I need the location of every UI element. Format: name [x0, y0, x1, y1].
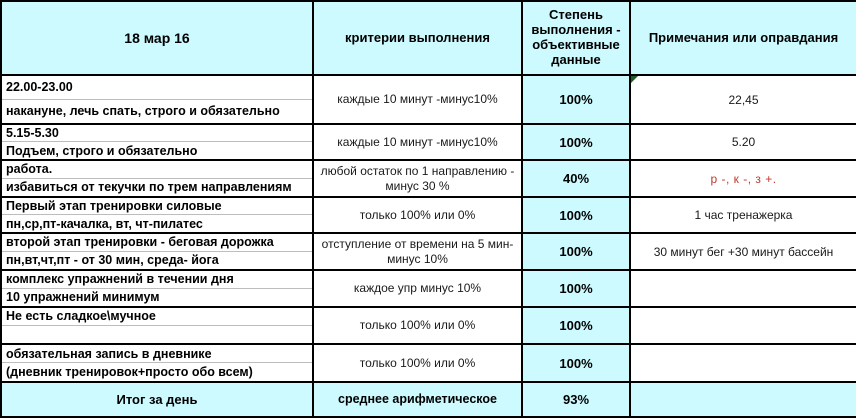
table-row: комплекс упражнений в течении дня 10 упра… [0, 269, 856, 308]
task-lines: Не есть сладкое\мучное [2, 308, 312, 343]
task-line-primary: Не есть сладкое\мучное [2, 308, 312, 326]
task-line-primary: второй этап тренировки - беговая дорожка [2, 234, 312, 252]
percent-cell[interactable]: 40% [521, 159, 631, 198]
task-lines: 22.00-23.00 накануне, лечь спать, строго … [2, 76, 312, 123]
task-cell[interactable]: Первый этап тренировки силовые пн,ср,пт-к… [0, 196, 314, 234]
total-criteria-cell: среднее арифметическое [312, 381, 523, 418]
task-lines: Первый этап тренировки силовые пн,ср,пт-к… [2, 198, 312, 232]
task-line-primary: Первый этап тренировки силовые [2, 198, 312, 215]
task-line-secondary: пн,ср,пт-качалка, вт, чт-пилатес [6, 216, 203, 231]
criteria-cell[interactable]: только 100% или 0% [312, 196, 523, 234]
percent-cell[interactable]: 100% [521, 123, 631, 161]
header-cell-date: 18 мар 16 [0, 0, 314, 76]
header-criteria-label: критерии выполнения [345, 29, 490, 45]
task-line-secondary: Подъем, строго и обязательно [6, 143, 198, 158]
header-notes-label: Примечания или оправдания [648, 29, 839, 45]
task-cell[interactable]: 5.15-5.30 Подъем, строго и обязательно [0, 123, 314, 161]
task-lines: обязательная запись в дневнике (дневник т… [2, 345, 312, 381]
task-cell[interactable]: второй этап тренировки - беговая дорожка… [0, 232, 314, 271]
task-line-secondary: накануне, лечь спать, строго и обязатель… [6, 104, 280, 119]
criteria-cell[interactable]: только 100% или 0% [312, 343, 523, 383]
task-cell[interactable]: обязательная запись в дневнике (дневник т… [0, 343, 314, 383]
table-row: обязательная запись в дневнике (дневник т… [0, 343, 856, 383]
task-cell[interactable]: 22.00-23.00 накануне, лечь спать, строго … [0, 74, 314, 125]
header-cell-criteria: критерии выполнения [312, 0, 523, 76]
criteria-cell[interactable]: любой остаток по 1 направлению - минус 3… [312, 159, 523, 198]
task-cell[interactable]: работа. избавиться от текучки по трем нап… [0, 159, 314, 198]
table-row: Не есть сладкое\мучное только 100% или 0%… [0, 306, 856, 345]
table-header-row: 18 мар 16 критерии выполнения Степень вы… [0, 0, 856, 76]
note-cell[interactable]: 22,45 [629, 74, 856, 125]
criteria-cell[interactable]: отступление от времени на 5 мин- минус 1… [312, 232, 523, 271]
header-degree-label: Степень выполнения - объективные данные [531, 7, 621, 67]
note-cell[interactable] [629, 269, 856, 308]
task-line-secondary [2, 326, 312, 344]
percent-cell[interactable]: 100% [521, 196, 631, 234]
task-line-primary: комплекс упражнений в течении дня [2, 271, 312, 289]
criteria-cell[interactable]: каждое упр минус 10% [312, 269, 523, 308]
percent-cell[interactable]: 100% [521, 306, 631, 345]
criteria-cell[interactable]: каждые 10 минут -минус10% [312, 123, 523, 161]
note-text: р -, к -, з +. [710, 171, 777, 186]
task-cell[interactable]: Не есть сладкое\мучное [0, 306, 314, 345]
table-row: второй этап тренировки - беговая дорожка… [0, 232, 856, 271]
total-note-cell [629, 381, 856, 418]
table-row: 5.15-5.30 Подъем, строго и обязательно каж… [0, 123, 856, 161]
note-cell[interactable]: 30 минут бег +30 минут бассейн [629, 232, 856, 271]
total-label: Итог за день [116, 392, 198, 407]
header-date-title: 18 мар 16 [124, 29, 190, 46]
note-cell[interactable]: р -, к -, з +. [629, 159, 856, 198]
task-lines: работа. избавиться от текучки по трем нап… [2, 161, 312, 196]
total-percent-cell: 93% [521, 381, 631, 418]
note-cell[interactable] [629, 306, 856, 345]
criteria-cell[interactable]: каждые 10 минут -минус10% [312, 74, 523, 125]
note-text: 30 минут бег +30 минут бассейн [653, 244, 834, 259]
note-text: 22,45 [728, 92, 759, 107]
table-row: 22.00-23.00 накануне, лечь спать, строго … [0, 74, 856, 125]
percent-cell[interactable]: 100% [521, 232, 631, 271]
task-line-primary: работа. [2, 161, 312, 179]
note-cell[interactable]: 1 час тренажерка [629, 196, 856, 234]
header-cell-notes: Примечания или оправдания [629, 0, 856, 76]
note-cell[interactable]: 5.20 [629, 123, 856, 161]
note-text: 5.20 [731, 135, 756, 149]
task-line-secondary: избавиться от текучки по трем направлени… [6, 180, 292, 195]
note-text: 1 час тренажерка [694, 208, 793, 222]
task-line-primary: 22.00-23.00 [2, 76, 312, 100]
criteria-cell[interactable]: только 100% или 0% [312, 306, 523, 345]
total-row: Итог за день среднее арифметическое 93% [0, 381, 856, 418]
task-lines: второй этап тренировки - беговая дорожка… [2, 234, 312, 269]
table-row: Первый этап тренировки силовые пн,ср,пт-к… [0, 196, 856, 234]
task-lines: 5.15-5.30 Подъем, строго и обязательно [2, 125, 312, 159]
total-label-cell: Итог за день [0, 381, 314, 418]
task-cell[interactable]: комплекс упражнений в течении дня 10 упра… [0, 269, 314, 308]
header-cell-degree: Степень выполнения - объективные данные [521, 0, 631, 76]
task-line-primary: 5.15-5.30 [2, 125, 312, 142]
comment-marker-icon [631, 76, 638, 83]
task-line-secondary: пн,вт,чт,пт - от 30 мин, среда- йога [6, 253, 219, 268]
table-row: работа. избавиться от текучки по трем нап… [0, 159, 856, 198]
task-line-primary: обязательная запись в дневнике [2, 345, 312, 363]
percent-cell[interactable]: 100% [521, 269, 631, 308]
task-line-secondary: (дневник тренировок+просто обо всем) [6, 365, 253, 379]
percent-cell[interactable]: 100% [521, 343, 631, 383]
task-lines: комплекс упражнений в течении дня 10 упра… [2, 271, 312, 306]
task-line-secondary: 10 упражнений минимум [6, 290, 160, 305]
percent-cell[interactable]: 100% [521, 74, 631, 125]
note-cell[interactable] [629, 343, 856, 383]
